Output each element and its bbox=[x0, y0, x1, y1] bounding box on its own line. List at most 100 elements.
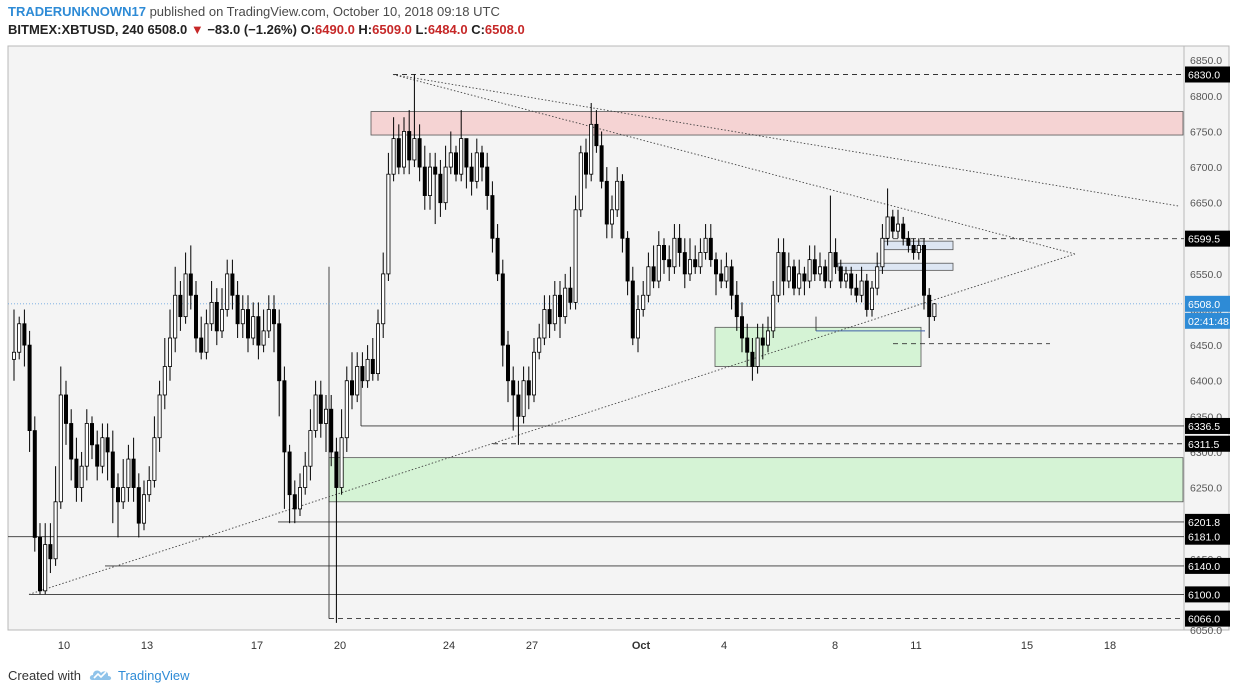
zone-demand-lower[interactable] bbox=[328, 457, 1184, 503]
candle[interactable] bbox=[812, 259, 817, 275]
candle[interactable] bbox=[235, 294, 240, 325]
candle[interactable] bbox=[776, 252, 781, 296]
candle[interactable] bbox=[719, 273, 724, 282]
candle[interactable] bbox=[745, 337, 750, 353]
candle[interactable] bbox=[677, 237, 682, 253]
candle[interactable] bbox=[287, 451, 292, 496]
candle[interactable] bbox=[547, 309, 552, 325]
candle[interactable] bbox=[859, 280, 864, 296]
candle[interactable] bbox=[870, 287, 875, 310]
candle[interactable] bbox=[459, 138, 464, 175]
candle[interactable] bbox=[885, 216, 890, 239]
candle[interactable] bbox=[662, 245, 667, 261]
candle[interactable] bbox=[407, 131, 412, 161]
candle[interactable] bbox=[453, 152, 458, 175]
candle[interactable] bbox=[537, 337, 542, 353]
candle[interactable] bbox=[521, 380, 526, 417]
candle[interactable] bbox=[100, 437, 105, 467]
author-link[interactable]: TRADERUNKNOWN17 bbox=[8, 4, 146, 19]
candle[interactable] bbox=[183, 273, 188, 318]
candle[interactable] bbox=[584, 152, 589, 175]
candle[interactable] bbox=[750, 351, 755, 367]
candle[interactable] bbox=[329, 408, 334, 453]
candle[interactable] bbox=[401, 131, 406, 168]
candle[interactable] bbox=[505, 344, 510, 382]
candle[interactable] bbox=[193, 294, 198, 339]
candlestick-chart[interactable]: 6050.06100.06150.06200.06250.06300.06350… bbox=[0, 40, 1235, 656]
candle[interactable] bbox=[532, 351, 537, 396]
candle[interactable] bbox=[688, 259, 693, 275]
candle[interactable] bbox=[141, 494, 146, 524]
candle[interactable] bbox=[219, 309, 224, 332]
candle[interactable] bbox=[344, 380, 349, 439]
candle[interactable] bbox=[630, 280, 635, 339]
candle[interactable] bbox=[136, 487, 141, 524]
candle[interactable] bbox=[552, 294, 557, 325]
candle[interactable] bbox=[693, 259, 698, 268]
candle[interactable] bbox=[178, 294, 183, 318]
candle[interactable] bbox=[204, 323, 209, 353]
chart-area[interactable]: 6050.06100.06150.06200.06250.06300.06350… bbox=[0, 40, 1235, 656]
candle[interactable] bbox=[703, 237, 708, 253]
candle[interactable] bbox=[386, 173, 391, 275]
candle[interactable] bbox=[760, 337, 765, 346]
candle[interactable] bbox=[360, 366, 365, 382]
candle[interactable] bbox=[880, 237, 885, 268]
candle[interactable] bbox=[230, 273, 235, 296]
candle[interactable] bbox=[469, 166, 474, 182]
candle[interactable] bbox=[381, 273, 386, 325]
candle[interactable] bbox=[412, 138, 417, 161]
candle[interactable] bbox=[740, 316, 745, 339]
candle[interactable] bbox=[807, 259, 812, 282]
candle[interactable] bbox=[27, 344, 32, 431]
candle[interactable] bbox=[573, 209, 578, 303]
candle[interactable] bbox=[828, 252, 833, 282]
zone-supply[interactable] bbox=[370, 111, 1184, 136]
candle[interactable] bbox=[448, 152, 453, 168]
candle[interactable] bbox=[636, 309, 641, 339]
trendline[interactable] bbox=[28, 253, 1076, 595]
candle[interactable] bbox=[271, 309, 276, 325]
candle[interactable] bbox=[69, 423, 74, 460]
candle[interactable] bbox=[490, 195, 495, 239]
candle[interactable] bbox=[157, 394, 162, 439]
candle[interactable] bbox=[58, 394, 63, 503]
candle[interactable] bbox=[240, 309, 245, 325]
candle[interactable] bbox=[734, 294, 739, 318]
candle[interactable] bbox=[849, 273, 854, 289]
candle[interactable] bbox=[786, 266, 791, 282]
candle[interactable] bbox=[916, 245, 921, 253]
candle[interactable] bbox=[714, 259, 719, 275]
candle[interactable] bbox=[422, 166, 427, 196]
candle[interactable] bbox=[615, 180, 620, 211]
candle[interactable] bbox=[147, 480, 152, 496]
candle[interactable] bbox=[651, 266, 656, 282]
candle[interactable] bbox=[110, 451, 115, 488]
candle[interactable] bbox=[209, 301, 214, 325]
candle[interactable] bbox=[116, 487, 121, 503]
candle[interactable] bbox=[568, 287, 573, 303]
candle[interactable] bbox=[349, 380, 354, 396]
candle[interactable] bbox=[261, 330, 266, 346]
candle[interactable] bbox=[32, 430, 37, 538]
candle[interactable] bbox=[589, 123, 594, 175]
candle[interactable] bbox=[64, 394, 69, 424]
candle[interactable] bbox=[43, 544, 48, 592]
candle[interactable] bbox=[323, 408, 328, 424]
candle[interactable] bbox=[438, 173, 443, 204]
candle[interactable] bbox=[214, 301, 219, 332]
candle[interactable] bbox=[682, 252, 687, 275]
candle[interactable] bbox=[303, 465, 308, 488]
candle[interactable] bbox=[604, 180, 609, 225]
candle[interactable] bbox=[724, 266, 729, 282]
candle[interactable] bbox=[656, 245, 661, 282]
candle[interactable] bbox=[225, 273, 230, 310]
candle[interactable] bbox=[126, 458, 131, 488]
candle[interactable] bbox=[911, 245, 916, 253]
candle[interactable] bbox=[797, 273, 802, 289]
candle[interactable] bbox=[152, 437, 157, 481]
candle[interactable] bbox=[932, 303, 937, 318]
candle[interactable] bbox=[318, 394, 323, 424]
zone-blue-box-2[interactable] bbox=[837, 262, 954, 271]
candle[interactable] bbox=[594, 123, 599, 147]
